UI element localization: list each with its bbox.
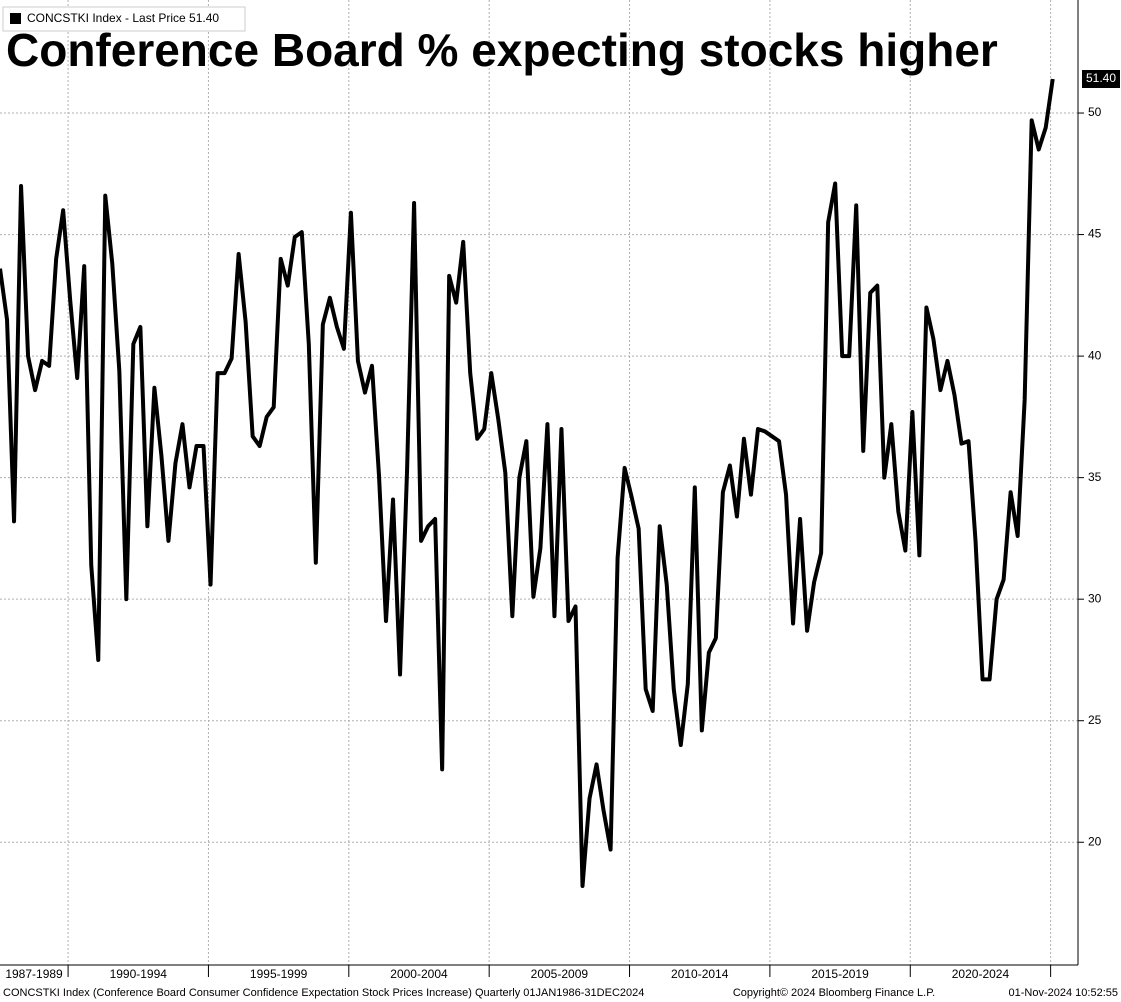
chart-title: Conference Board % expecting stocks high… [6,24,998,76]
y-tick-label: 40 [1088,348,1102,362]
x-tick-label: 1990-1994 [110,967,168,981]
footer-center: Copyright© 2024 Bloomberg Finance L.P. [733,987,935,999]
y-tick-label: 30 [1088,591,1102,605]
x-tick-label: 2020-2024 [952,967,1010,981]
legend-label: CONCSTKI Index - Last Price 51.40 [27,11,219,25]
x-tick-label: 2005-2009 [531,967,589,981]
x-tick-label: 2000-2004 [390,967,448,981]
y-tick-label: 35 [1088,470,1102,484]
x-tick-label: 2015-2019 [811,967,869,981]
line-series [0,78,1055,888]
legend-swatch [10,13,21,24]
footer-right: 01-Nov-2024 10:52:55 [1009,987,1118,999]
last-price-box [1082,69,1120,88]
y-tick-label: 45 [1088,227,1102,241]
x-tick-label: 1987-1989 [5,967,63,981]
last-price-label: 51.40 [1086,71,1116,85]
legend-box [2,6,246,32]
footer-left: CONCSTKI Index (Conference Board Consume… [3,987,644,999]
y-tick-label: 50 [1088,105,1102,119]
y-tick-label: 20 [1088,834,1102,848]
x-tick-label: 1995-1999 [250,967,308,981]
y-tick-label: 25 [1088,713,1102,727]
x-tick-label: 2010-2014 [671,967,729,981]
